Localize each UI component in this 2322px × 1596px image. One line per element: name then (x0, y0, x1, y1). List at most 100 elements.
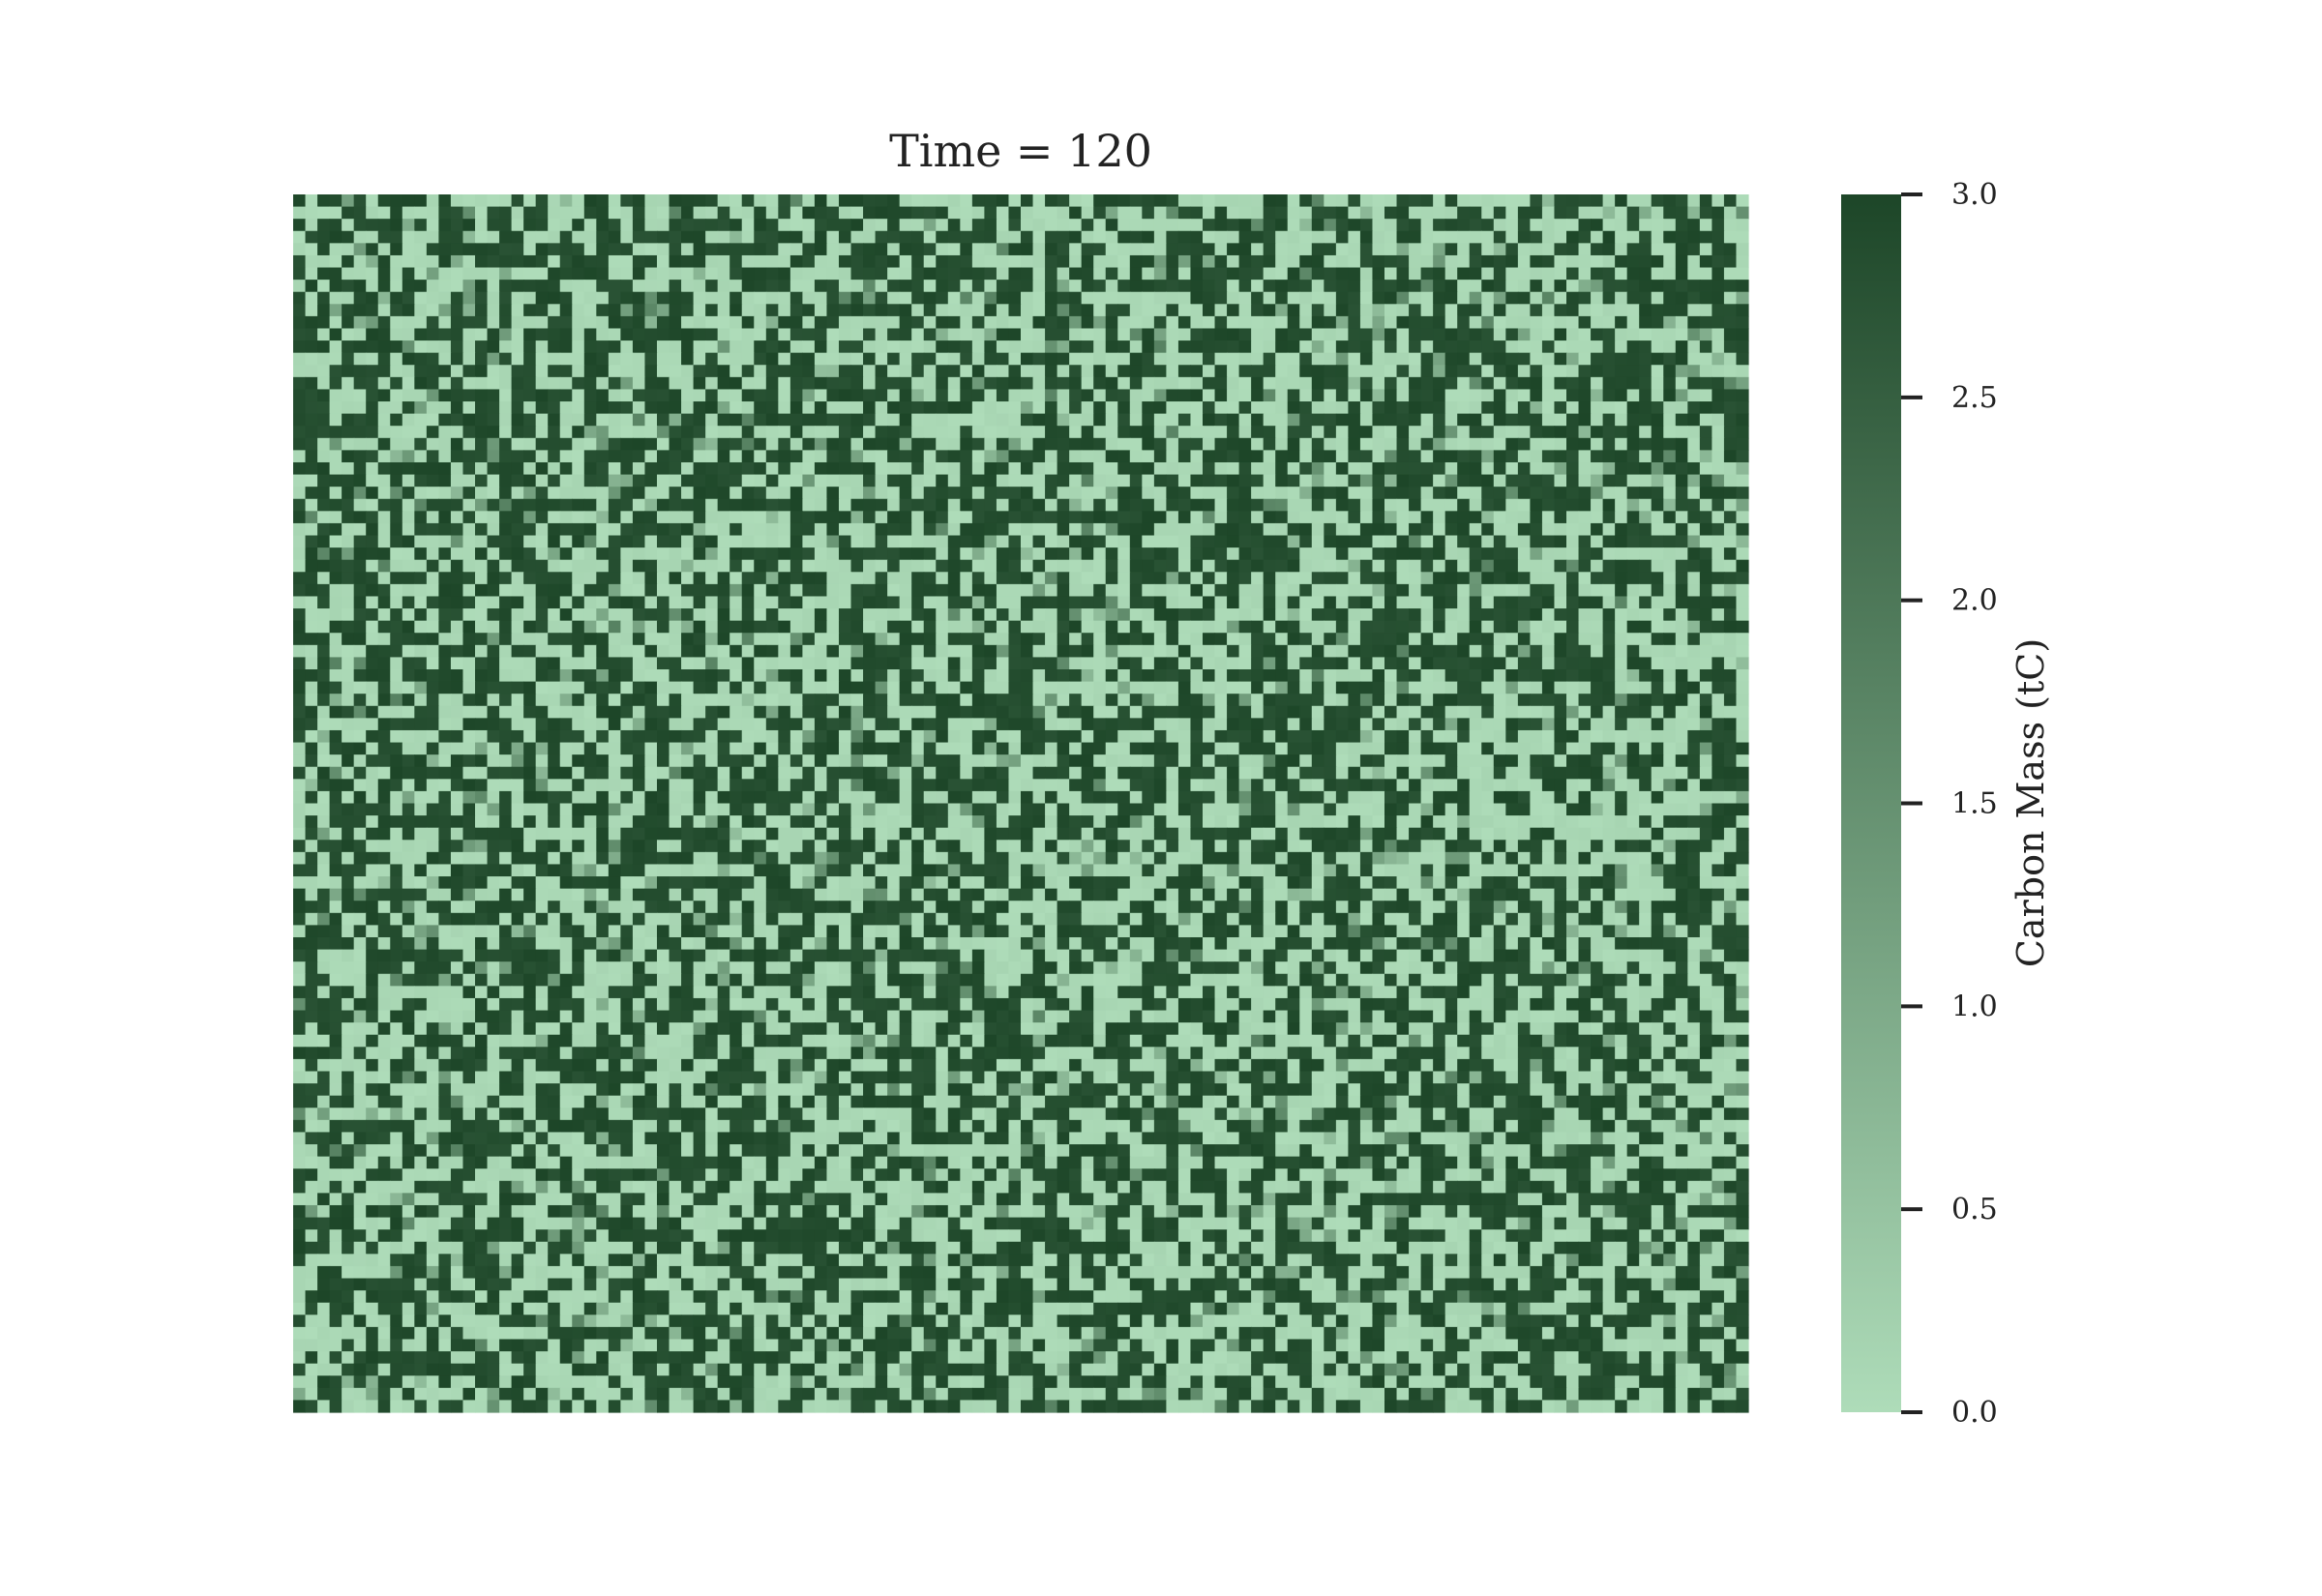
heatmap-cell (717, 413, 730, 427)
heatmap-cell (1639, 498, 1652, 512)
heatmap-cell (887, 352, 901, 366)
heatmap-cell (1566, 280, 1580, 293)
heatmap-cell (1396, 669, 1410, 683)
heatmap-cell (693, 206, 706, 220)
heatmap-cell (1335, 401, 1349, 415)
heatmap-cell (1699, 633, 1712, 646)
heatmap-cell (1626, 511, 1640, 524)
heatmap-cell (1287, 461, 1300, 476)
heatmap-cell (960, 352, 973, 366)
heatmap-cell (632, 194, 646, 208)
heatmap-cell (1177, 352, 1192, 366)
heatmap-cell (608, 413, 621, 427)
heatmap-cell (1190, 291, 1204, 305)
heatmap-cell (1190, 474, 1204, 488)
heatmap-cell (342, 389, 355, 402)
heatmap-cell (426, 206, 439, 220)
heatmap-cell (1275, 413, 1289, 427)
heatmap-cell (475, 583, 489, 598)
heatmap-cell (572, 450, 585, 463)
heatmap-cell (523, 694, 537, 707)
heatmap-cell (1142, 280, 1155, 293)
heatmap-cell (1324, 376, 1337, 391)
heatmap-cell (305, 437, 318, 451)
heatmap-cell (1311, 583, 1325, 598)
heatmap-cell (1203, 389, 1216, 402)
heatmap-cell (754, 243, 767, 256)
heatmap-cell (1396, 365, 1410, 378)
heatmap-cell (402, 243, 415, 256)
heatmap-cell (1299, 280, 1313, 293)
heatmap-cell (548, 280, 561, 293)
heatmap-cell (754, 413, 767, 427)
heatmap-cell (1409, 681, 1422, 695)
heatmap-cell (826, 315, 840, 330)
heatmap-cell (1444, 644, 1458, 659)
heatmap-cell (1566, 206, 1580, 220)
heatmap-cell (329, 487, 342, 500)
heatmap-cell (450, 596, 464, 609)
heatmap-cell (850, 315, 864, 330)
heatmap-cell (1493, 280, 1506, 293)
heatmap-cell (863, 267, 877, 281)
heatmap-cell (1384, 498, 1398, 512)
heatmap-cell (1069, 596, 1083, 609)
heatmap-cell (765, 596, 779, 609)
heatmap-cell (1615, 230, 1628, 244)
heatmap-cell (936, 389, 949, 402)
heatmap-cell (329, 547, 342, 561)
heatmap-cell (632, 219, 646, 232)
heatmap-cell (984, 230, 997, 244)
heatmap-cell (572, 535, 585, 548)
heatmap-cell (317, 206, 331, 220)
heatmap-cell (1348, 437, 1361, 451)
heatmap-cell (317, 694, 331, 707)
heatmap-cell (1311, 365, 1325, 378)
heatmap-cell (765, 413, 779, 427)
heatmap-cell (548, 694, 561, 707)
heatmap-cell (705, 657, 719, 670)
heatmap-cell (414, 401, 428, 415)
heatmap-cell (499, 572, 513, 585)
heatmap-cell (996, 474, 1010, 488)
heatmap-cell (1541, 291, 1556, 305)
heatmap-cell (1251, 267, 1265, 281)
heatmap-cell (1129, 401, 1143, 415)
heatmap-cell (681, 401, 695, 415)
heatmap-cell (875, 633, 888, 646)
heatmap-cell (1444, 401, 1458, 415)
heatmap-cell (1578, 389, 1592, 402)
heatmap-cell (632, 389, 646, 402)
heatmap-cell (342, 328, 355, 341)
heatmap-cell (366, 291, 379, 305)
heatmap-cell (1238, 328, 1252, 341)
heatmap-cell (1142, 547, 1155, 561)
heatmap-cell (414, 243, 428, 256)
heatmap-cell (1433, 194, 1446, 208)
heatmap-cell (1045, 620, 1058, 634)
heatmap-cell (1639, 547, 1652, 561)
heatmap-cell (1093, 291, 1107, 305)
heatmap-cell (778, 413, 791, 427)
heatmap-cell (1251, 572, 1265, 585)
heatmap-cell (1639, 315, 1652, 330)
heatmap-cell (789, 315, 803, 330)
heatmap-cell (1251, 450, 1265, 463)
heatmap-cell (559, 498, 573, 512)
heatmap-cell (669, 426, 682, 439)
heatmap-cell (1505, 450, 1519, 463)
heatmap-cell (971, 461, 985, 476)
heatmap-cell (814, 413, 828, 427)
heatmap-cell (1615, 657, 1628, 670)
heatmap-cell (1639, 669, 1652, 683)
heatmap-cell (850, 474, 864, 488)
heatmap-cell (960, 304, 973, 317)
heatmap-cell (1736, 365, 1749, 378)
heatmap-cell (1032, 340, 1046, 354)
heatmap-cell (1129, 669, 1143, 683)
heatmap-cell (475, 401, 489, 415)
heatmap-cell (1008, 328, 1022, 341)
heatmap-cell (1639, 474, 1652, 488)
heatmap-cell (644, 461, 658, 476)
heatmap-cell (1166, 267, 1179, 281)
